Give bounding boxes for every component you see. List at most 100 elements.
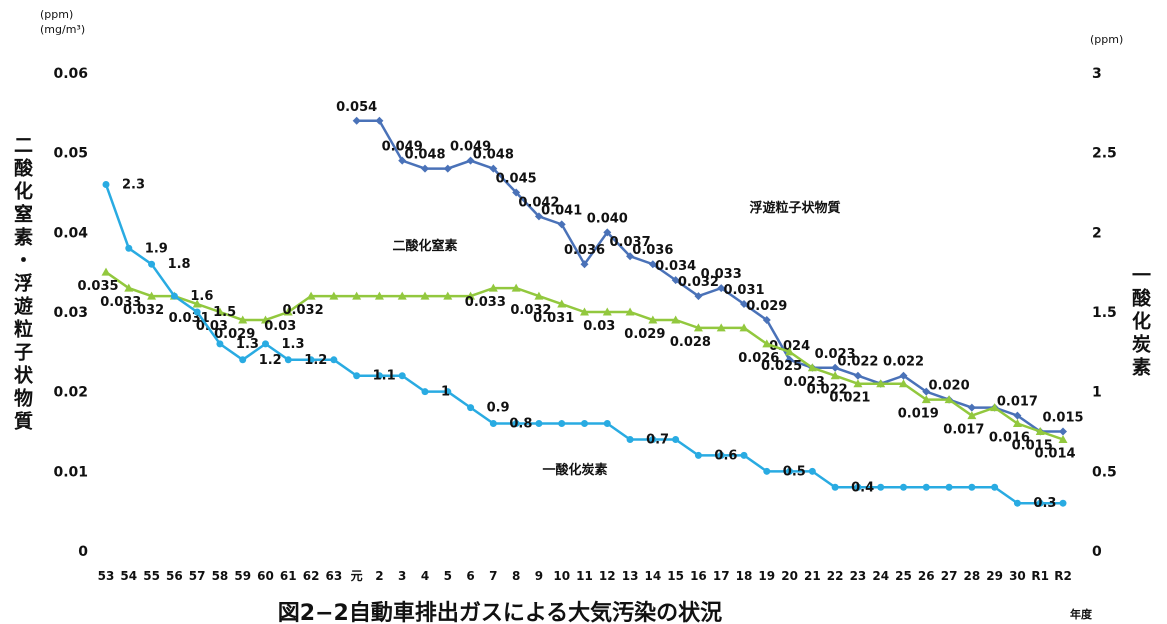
data-label: 1.9	[145, 241, 168, 256]
x-tick-label: 10	[553, 569, 570, 583]
marker	[694, 292, 703, 301]
data-label: 0.054	[336, 100, 377, 115]
marker	[580, 307, 589, 316]
marker	[967, 411, 977, 420]
y2-tick-label: 0	[1092, 544, 1102, 560]
data-label: 0.020	[929, 379, 970, 394]
x-tick-label: 25	[895, 569, 912, 583]
data-label: 0.03	[264, 319, 296, 334]
y-unit: (ppm)	[40, 8, 73, 21]
marker	[1012, 419, 1022, 428]
marker	[625, 307, 635, 316]
x-tick-label: 57	[189, 569, 206, 583]
marker	[330, 356, 338, 364]
marker	[421, 388, 429, 396]
marker	[785, 347, 795, 356]
data-label: 0.029	[746, 299, 787, 314]
x-tick-label: 28	[964, 569, 981, 583]
data-label: 0.6	[714, 448, 737, 463]
marker	[125, 244, 133, 252]
marker	[489, 164, 498, 173]
marker	[693, 323, 703, 332]
x-tick-label: 5	[444, 569, 452, 583]
y-tick-label: 0	[78, 544, 88, 560]
marker	[306, 291, 316, 300]
marker	[102, 181, 110, 189]
marker	[671, 315, 681, 324]
marker	[900, 483, 907, 491]
marker	[1036, 499, 1044, 507]
x-tick-label: 17	[713, 569, 730, 583]
data-label: 0.021	[829, 391, 870, 406]
marker	[899, 379, 908, 388]
x-tick-label: 14	[645, 569, 662, 583]
data-label: 0.048	[404, 148, 445, 163]
y-tick-label: 0.05	[53, 146, 88, 162]
x-tick-label: 62	[303, 569, 320, 583]
y2-tick-label: 2	[1092, 225, 1102, 241]
y2-tick-label: 0.5	[1092, 464, 1117, 480]
marker	[626, 435, 634, 443]
x-tick-label: 20	[781, 569, 798, 583]
data-label: 0.016	[989, 431, 1030, 446]
marker	[512, 420, 520, 428]
y-tick-label: 0.03	[53, 305, 88, 321]
marker	[785, 355, 794, 364]
x-tick-label: 2	[375, 569, 383, 583]
data-label: 0.023	[815, 347, 856, 362]
data-label: 0.032	[510, 303, 551, 318]
data-label: 0.036	[632, 243, 673, 258]
marker	[991, 483, 999, 491]
y-tick-label: 0.01	[53, 464, 88, 480]
data-label: 0.026	[738, 351, 779, 366]
marker	[238, 315, 248, 324]
data-label: 0.048	[473, 148, 514, 163]
marker	[831, 363, 840, 372]
x-tick-label: 27	[941, 569, 958, 583]
marker	[466, 156, 475, 165]
marker	[420, 291, 430, 300]
marker	[922, 387, 931, 396]
data-label: 1.6	[190, 289, 213, 304]
marker	[239, 356, 247, 364]
marker	[581, 420, 588, 428]
marker	[602, 307, 612, 316]
data-label: 0.015	[1012, 439, 1053, 454]
x-tick-label: 60	[257, 569, 274, 583]
x-tick-label: 13	[622, 569, 639, 583]
marker	[215, 307, 225, 316]
marker	[968, 483, 976, 491]
marker	[808, 467, 816, 475]
marker	[807, 363, 817, 372]
data-label: 1.2	[259, 353, 282, 368]
marker	[1013, 411, 1022, 420]
y2-unit: (ppm)	[1090, 33, 1123, 46]
marker	[830, 371, 840, 380]
marker	[216, 340, 224, 348]
marker	[147, 291, 157, 300]
data-label: 0.022	[883, 355, 924, 370]
marker	[489, 420, 497, 428]
marker	[717, 451, 725, 459]
data-label: 0.037	[610, 235, 651, 250]
x-tick-label: 3	[398, 569, 406, 583]
y-axis-title: 二酸化窒素・浮遊粒子状物質	[11, 135, 33, 434]
marker	[262, 340, 269, 348]
data-label: 0.032	[283, 303, 324, 318]
marker	[398, 156, 407, 165]
marker	[649, 435, 657, 443]
data-label: 0.5	[783, 464, 806, 479]
y2-tick-label: 1	[1092, 385, 1102, 401]
marker	[694, 451, 702, 459]
marker	[444, 388, 452, 396]
marker	[899, 371, 908, 380]
x-tick-label: R2	[1054, 569, 1072, 583]
marker	[534, 212, 543, 221]
x-tick-label: 56	[166, 569, 183, 583]
marker	[853, 379, 863, 388]
data-label: 0.025	[761, 359, 802, 374]
data-label: 0.4	[851, 480, 874, 495]
marker	[740, 451, 748, 459]
data-label: 1	[441, 385, 450, 400]
